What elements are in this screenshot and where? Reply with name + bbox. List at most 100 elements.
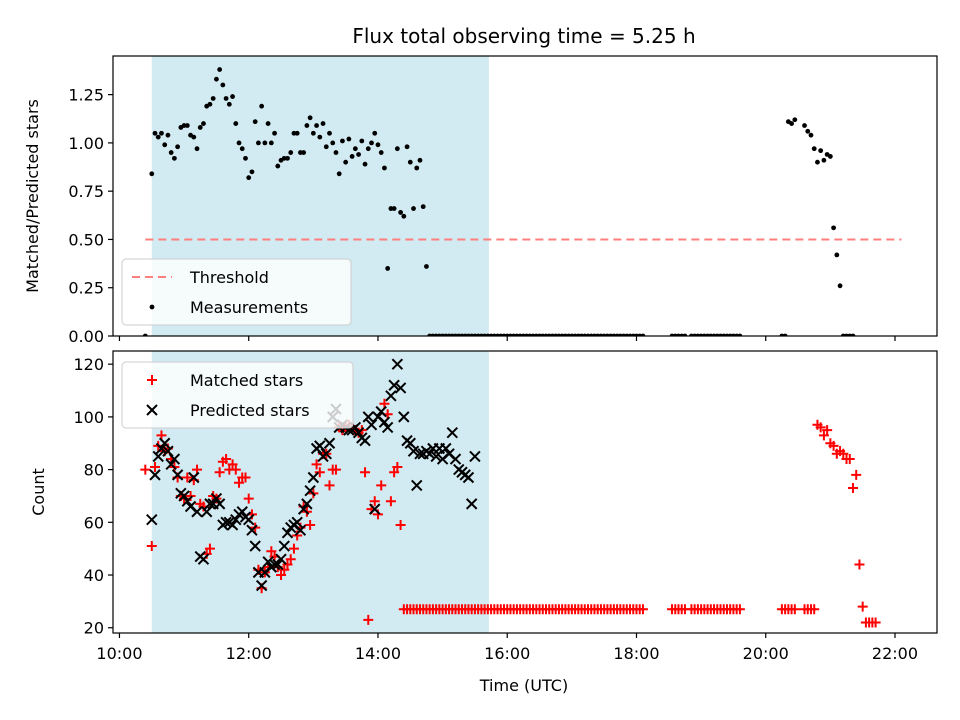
matched-point [282, 559, 293, 570]
predicted-point [411, 479, 423, 492]
measurement-point [162, 142, 168, 148]
legend-predicted-label: Predicted stars [190, 401, 310, 420]
measurement-point [375, 142, 381, 148]
measurement-point [808, 132, 814, 138]
matched-point [363, 614, 374, 625]
matched-point [150, 461, 161, 472]
measurement-point [304, 123, 310, 128]
measurement-point [831, 225, 836, 231]
x-axis-title: Time (UTC) [479, 676, 568, 695]
matched-point [227, 459, 238, 470]
measurement-point [378, 150, 384, 155]
predicted-point [381, 421, 394, 434]
predicted-point [407, 445, 420, 457]
matched-point [204, 543, 215, 554]
predicted-point [440, 442, 452, 455]
measurement-point [349, 154, 355, 159]
x-tick-label: 18:00 [613, 644, 659, 663]
measurement-point [327, 130, 332, 136]
measurement-point [214, 76, 219, 82]
legend-measurements-label: Measurements [190, 298, 308, 317]
measurement-point [197, 125, 203, 130]
predicted-point [449, 453, 462, 465]
predicted-point [388, 379, 400, 391]
measurement-point [860, 0, 865, 2]
predicted-point [323, 437, 336, 449]
x-tick-label: 14:00 [355, 644, 401, 663]
measurement-point [394, 146, 400, 152]
measurement-point [870, 0, 875, 2]
measurement-point [404, 144, 410, 150]
predicted-point [394, 382, 407, 394]
predicted-point [462, 471, 475, 484]
measurement-point [249, 169, 255, 175]
measurement-point [323, 144, 329, 150]
measurement-point [356, 152, 361, 157]
measurement-point [230, 94, 235, 99]
measurement-point [171, 155, 177, 161]
measurement-point [411, 206, 416, 211]
predicted-point [352, 426, 365, 439]
measurement-point [407, 159, 413, 165]
measurement-point [226, 101, 232, 107]
measurement-point [265, 121, 271, 126]
y-tick-label: 60 [84, 513, 104, 532]
y-tick-label: 0.25 [68, 279, 104, 298]
predicted-point [168, 453, 181, 465]
predicted-point [152, 450, 164, 463]
measurement-point [301, 150, 307, 155]
measurement-point [362, 161, 368, 167]
measurement-point [391, 206, 397, 211]
measurement-point [896, 0, 901, 2]
predicted-point [178, 490, 190, 502]
predicted-point [191, 506, 203, 518]
matched-point [324, 480, 335, 491]
measurement-point [288, 150, 294, 155]
matched-point [857, 601, 868, 612]
y-tick-label: 120 [73, 355, 104, 374]
measurement-point [236, 140, 242, 146]
predicted-point [275, 553, 287, 565]
predicted-point [181, 495, 194, 507]
y-tick-label: 100 [73, 408, 104, 427]
legend-predicted-swatch [146, 404, 158, 416]
ratio-panel: 0.00 0.25 0.50 0.75 1.00 1.25 Matched/Predicte… [23, 0, 938, 346]
x-tick-label: 10:00 [96, 644, 142, 663]
predicted-point [404, 437, 416, 449]
chart-title: Flux total observing time = 5.25 h [352, 24, 695, 48]
matched-point [815, 422, 826, 433]
predicted-point [430, 450, 442, 463]
legend-measurements-swatch [149, 304, 155, 310]
measurement-point [821, 157, 827, 163]
measurement-point [818, 148, 824, 154]
measurement-point [340, 138, 345, 144]
measurement-point [272, 130, 277, 136]
measurement-point [210, 96, 216, 101]
measurement-point [372, 130, 378, 136]
matched-point [288, 543, 299, 554]
plot-frame [112, 55, 938, 337]
measurement-point [802, 123, 807, 128]
y-tick-label: 0.00 [68, 327, 104, 346]
predicted-point [158, 437, 171, 449]
predicted-point [291, 516, 303, 529]
predicted-point [359, 434, 371, 447]
measurement-point [159, 130, 164, 136]
predicted-point [197, 553, 210, 565]
measurement-point [365, 146, 371, 152]
matched-point [182, 472, 193, 483]
predicted-point [230, 513, 242, 526]
measurement-point [420, 204, 426, 210]
measurement-point [317, 134, 323, 140]
legend-threshold-label: Threshold [189, 268, 269, 287]
matched-point [395, 519, 406, 530]
legend: Threshold Measurements [121, 258, 352, 326]
matched-point [330, 464, 341, 475]
predicted-point [262, 556, 274, 568]
predicted-point [213, 498, 226, 510]
measurement-point [333, 150, 339, 155]
measurement-point [424, 264, 429, 269]
predicted-point [165, 458, 177, 471]
x-tick-label: 12:00 [226, 644, 272, 663]
measurement-point [256, 140, 261, 146]
